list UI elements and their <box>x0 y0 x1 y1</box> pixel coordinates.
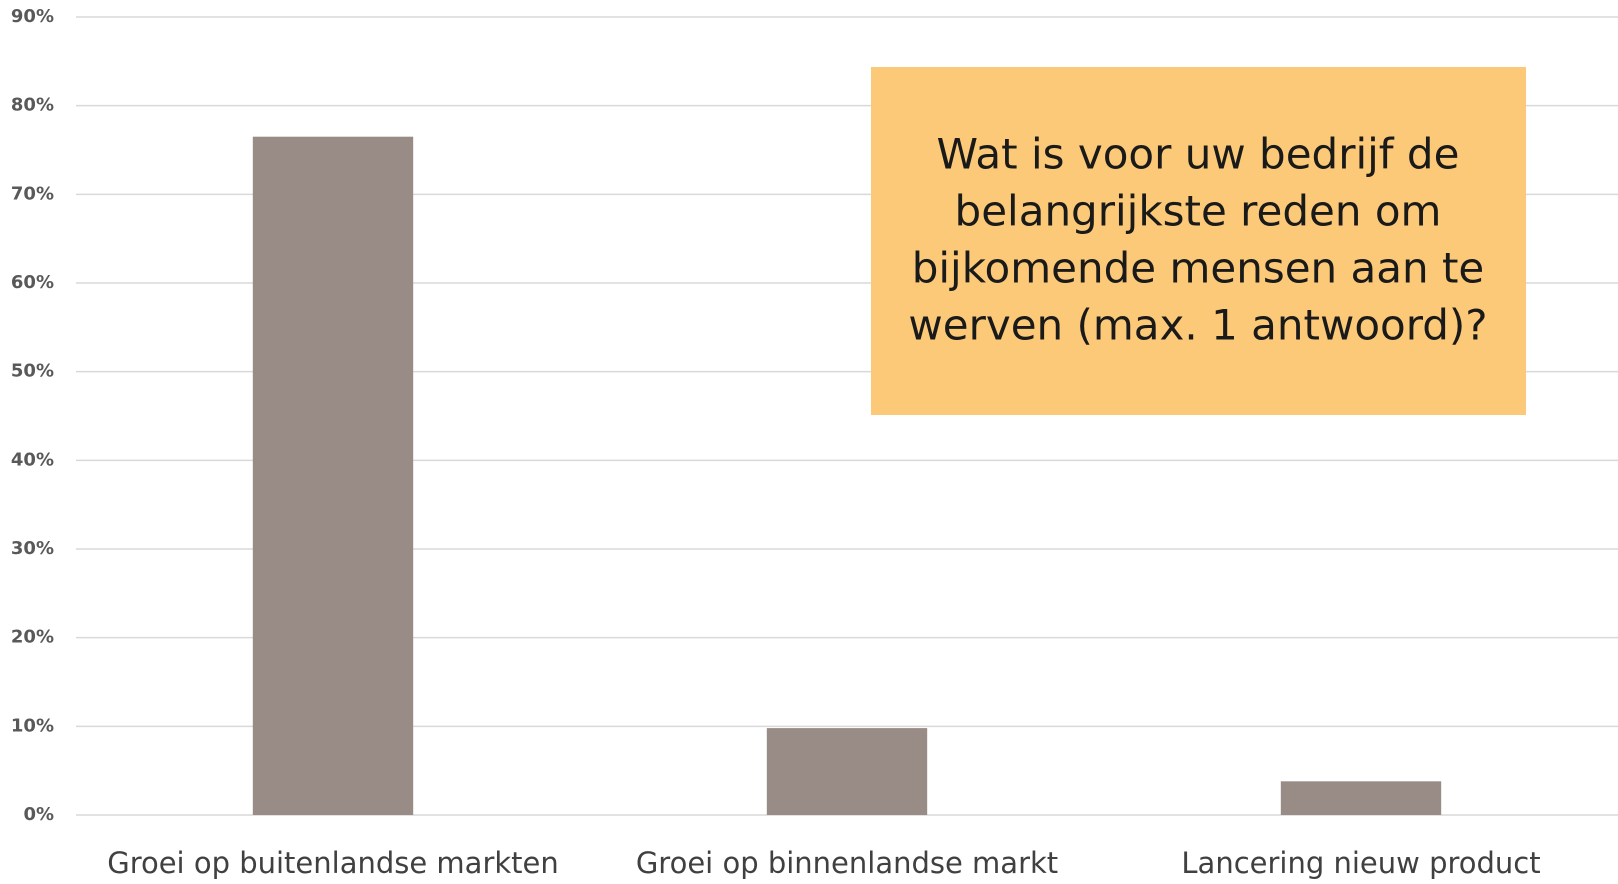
y-tick-label: 20% <box>11 627 54 648</box>
y-tick-label: 10% <box>11 715 54 736</box>
y-tick-label: 30% <box>11 538 54 559</box>
y-tick-label: 90% <box>11 6 54 27</box>
annotation-line: werven (max. 1 antwoord)? <box>908 301 1487 350</box>
y-tick-label: 70% <box>11 183 54 204</box>
y-tick-label: 40% <box>11 449 54 470</box>
annotation-box <box>871 67 1526 415</box>
y-tick-label: 50% <box>11 361 54 382</box>
annotation-line: belangrijkste reden om <box>955 187 1442 236</box>
x-tick-label: Lancering nieuw product <box>1181 846 1540 880</box>
annotation-line: Wat is voor uw bedrijf de <box>937 130 1460 179</box>
x-tick-label: Groei op buitenlandse markten <box>107 846 559 880</box>
y-tick-label: 60% <box>11 272 54 293</box>
x-tick-label: Groei op binnenlandse markt <box>636 846 1058 880</box>
annotation-line: bijkomende mensen aan te <box>912 244 1485 293</box>
y-tick-label: 80% <box>11 95 54 116</box>
bar <box>766 728 928 815</box>
y-tick-label: 0% <box>23 804 54 825</box>
bar <box>252 136 414 815</box>
bar <box>1280 781 1442 815</box>
